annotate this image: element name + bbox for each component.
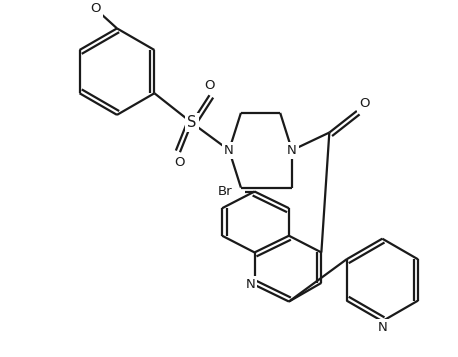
Text: O: O xyxy=(174,156,185,169)
Text: N: N xyxy=(246,278,256,291)
Text: O: O xyxy=(90,2,101,15)
Text: S: S xyxy=(187,115,196,130)
Text: O: O xyxy=(360,97,370,110)
Text: Br: Br xyxy=(218,185,232,198)
Text: O: O xyxy=(204,79,215,92)
Text: N: N xyxy=(377,321,387,333)
Text: N: N xyxy=(287,144,297,157)
Text: N: N xyxy=(224,144,234,157)
